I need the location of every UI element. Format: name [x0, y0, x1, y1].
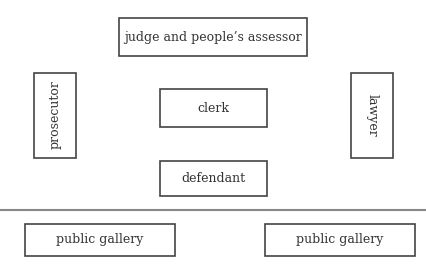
Bar	[159, 89, 266, 127]
Text: public gallery: public gallery	[56, 233, 144, 246]
Text: defendant: defendant	[181, 171, 245, 184]
Bar	[119, 18, 306, 56]
Text: clerk: clerk	[196, 101, 228, 114]
Bar	[159, 161, 266, 196]
Text: prosecutor: prosecutor	[49, 81, 61, 149]
Text: lawyer: lawyer	[365, 94, 377, 136]
Bar	[350, 73, 392, 157]
Bar	[25, 224, 175, 256]
Text: public gallery: public gallery	[296, 233, 383, 246]
Bar	[34, 73, 76, 157]
Bar	[265, 224, 414, 256]
Text: judge and people’s assessor: judge and people’s assessor	[124, 30, 301, 43]
